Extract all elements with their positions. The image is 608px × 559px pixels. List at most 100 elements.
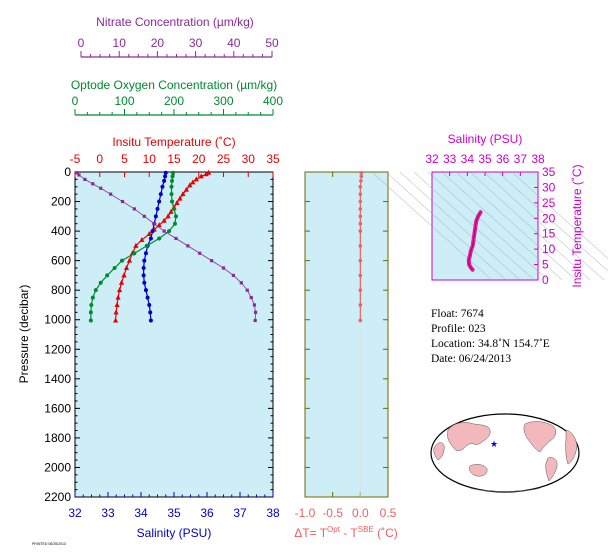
ts-ytick-label: 0 xyxy=(542,273,549,287)
nitrate-point xyxy=(221,266,226,270)
ts-xtick-label: 36 xyxy=(496,152,510,166)
temperature-point xyxy=(121,272,127,278)
nitrate-point xyxy=(162,229,166,233)
oxygen-tick-label: 200 xyxy=(164,94,184,108)
temperature-point xyxy=(190,179,196,185)
nitrate-point xyxy=(245,288,249,292)
oxygen-point xyxy=(89,302,94,307)
temperature-point xyxy=(198,173,204,179)
salinity-point xyxy=(145,295,150,300)
salinity-tick-label: 33 xyxy=(101,506,115,520)
oxygen-tick-label: 400 xyxy=(263,94,283,108)
temperature-point xyxy=(177,195,183,201)
location: Location: 34.8˚N 154.7˚E xyxy=(431,338,550,350)
oxygen-point xyxy=(170,174,175,179)
temperature-tick-label: -5 xyxy=(70,152,81,166)
temperature-point xyxy=(126,257,133,263)
delta-t-series-group xyxy=(358,170,364,323)
temperature-point xyxy=(114,301,120,307)
ts-xtick-label: 37 xyxy=(514,152,528,166)
ts-density-contours xyxy=(371,171,608,281)
delta-t-point xyxy=(358,221,363,226)
pressure-axis-label: Pressure (decibar) xyxy=(17,285,31,384)
oxygen-point xyxy=(120,258,125,263)
delta-t-point xyxy=(359,170,364,175)
nitrate-point xyxy=(249,295,253,300)
nitrate-point xyxy=(198,251,202,255)
oxygen-point xyxy=(90,295,95,300)
profile-number: Profile: 023 xyxy=(431,323,486,335)
ts-ytick-label: 25 xyxy=(542,196,556,210)
temperature-point xyxy=(165,213,171,219)
density-contour xyxy=(469,171,591,281)
nitrate-tick-label: 40 xyxy=(227,36,241,50)
delta-t-point xyxy=(358,244,363,248)
ts-plot-area xyxy=(431,171,539,281)
temperature-axis: -5 0 5 10 15 20 25 30 35 xyxy=(70,152,280,177)
pressure-tick-label: 1600 xyxy=(44,401,71,415)
temperature-point xyxy=(133,242,139,248)
density-contour xyxy=(399,171,521,281)
map-land-west-edge xyxy=(433,442,445,461)
oxygen-point xyxy=(93,288,98,293)
float-info: Float: 7674 Profile: 023 Location: 34.8˚… xyxy=(431,308,550,365)
density-contour xyxy=(413,171,535,281)
delta-t-point xyxy=(358,184,363,189)
salinity-point xyxy=(155,206,160,211)
salinity-axis: 32 33 34 35 36 37 38 xyxy=(68,492,280,520)
nitrate-tick-label: 50 xyxy=(265,36,279,50)
pressure-tick-label: 800 xyxy=(51,283,71,297)
salinity-point xyxy=(157,199,162,204)
salinity-point xyxy=(150,229,155,234)
oxygen-tick-label: 0 xyxy=(72,94,79,108)
temperature-point xyxy=(115,294,121,300)
delta-t-point xyxy=(358,192,363,196)
temperature-point xyxy=(203,171,209,177)
float-location-marker: ★ xyxy=(490,439,498,449)
nitrate-point xyxy=(91,182,95,186)
ts-series-group xyxy=(466,210,483,272)
date: Date: 06/24/2013 xyxy=(431,353,511,365)
salinity-point xyxy=(148,318,153,323)
oxygen-axis-label: Optode Oxygen Concentration (µm/kg) xyxy=(71,78,277,92)
temperature-point xyxy=(187,182,193,188)
oxygen-point xyxy=(112,266,117,271)
density-contour xyxy=(455,171,577,281)
nitrate-tick-label: 20 xyxy=(151,36,165,50)
temperature-point xyxy=(123,265,130,271)
temperature-point xyxy=(168,208,174,214)
temperature-point xyxy=(118,279,125,285)
ts-xtick-label: 35 xyxy=(478,152,492,166)
nitrate-point xyxy=(253,310,258,314)
nitrate-point xyxy=(77,173,81,177)
delta-t-point xyxy=(358,273,363,278)
temperature-point xyxy=(174,200,180,206)
delta-t-point xyxy=(358,214,363,219)
salinity-point xyxy=(163,170,168,175)
map-land-europe-africa xyxy=(565,429,578,465)
density-contour xyxy=(441,171,563,281)
ts-xtick-label: 34 xyxy=(461,152,475,166)
nitrate-point xyxy=(99,186,103,190)
salinity-tick-label: 34 xyxy=(134,506,148,520)
nitrate-tick-label: 30 xyxy=(189,36,203,50)
ts-xtick-label: 33 xyxy=(443,152,457,166)
delta-t-line xyxy=(359,172,363,321)
delta-t-tick-label: 0.5 xyxy=(380,506,397,520)
salinity-tick-label: 35 xyxy=(167,506,181,520)
salinity-point xyxy=(163,174,168,179)
oxygen-line xyxy=(90,172,177,321)
oxygen-point xyxy=(144,243,149,248)
temperature-point xyxy=(112,317,119,323)
delta-t-plot-area xyxy=(304,171,389,498)
pressure-tick-label: 400 xyxy=(51,224,71,238)
oxygen-point xyxy=(132,251,137,256)
salinity-axis-label: Salinity (PSU) xyxy=(137,526,212,540)
delta-t-label-sup1: Opt xyxy=(327,525,341,534)
oxygen-point xyxy=(98,280,103,285)
map-land-north-america xyxy=(523,421,557,453)
delta-t-label-mid: - T xyxy=(340,526,358,540)
density-contour xyxy=(427,171,549,281)
salinity-point xyxy=(147,302,152,307)
